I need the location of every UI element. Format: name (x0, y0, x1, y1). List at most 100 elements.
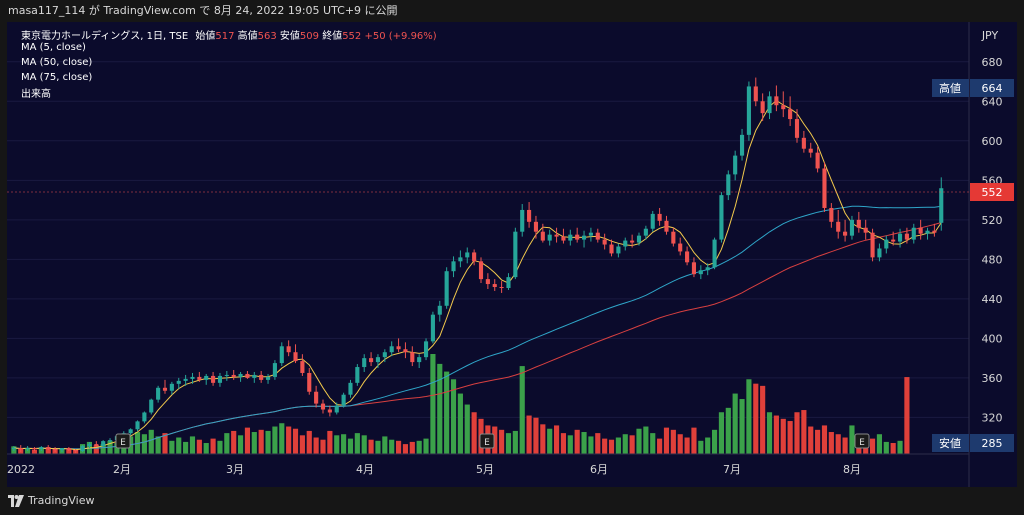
volume-bar (615, 437, 621, 454)
low-price-tag-label-bg (932, 434, 969, 452)
candle-body (135, 421, 140, 430)
y-tick-label: 680 (982, 56, 1003, 69)
volume-bar (560, 433, 567, 454)
candle-body (513, 231, 518, 278)
chart-area[interactable]: 320 360 400 440 480 520 560 600 640 680 JPY 高値 664 5… (7, 22, 1017, 487)
candle-body (217, 375, 223, 383)
volume-bar (897, 440, 903, 454)
candle-body (588, 232, 593, 236)
candle-body (403, 349, 408, 353)
legend-low-label: 安値 (279, 31, 300, 42)
candle-body (472, 252, 477, 262)
volume-bar (382, 436, 388, 454)
volume-bar (663, 427, 670, 454)
volume-bar (176, 437, 182, 454)
currency-label: JPY (981, 29, 999, 42)
candle-body (156, 387, 161, 400)
candle-body (739, 134, 745, 156)
volume-bar (203, 443, 209, 454)
candle-body (169, 383, 174, 391)
candle-body (705, 267, 710, 271)
candle-body (300, 361, 305, 373)
low-price-tag (970, 434, 1014, 452)
volume-bar (265, 430, 271, 454)
volume-bar (437, 363, 443, 454)
candle-body (815, 152, 820, 169)
candle-body (444, 271, 449, 306)
volume-bar (677, 434, 683, 454)
candle-body (458, 257, 463, 262)
volume-bar (718, 412, 725, 454)
y-tick-label: 320 (982, 411, 1003, 424)
publish-info: masa117_114 が TradingView.com で 8月 24, 2… (8, 4, 398, 17)
volume-bar (636, 428, 642, 454)
volume-bar (869, 438, 876, 454)
volume-bar (251, 432, 257, 454)
volume-bar (629, 435, 635, 454)
volume-bar (787, 421, 793, 454)
volume-bar (691, 427, 697, 454)
volume-bar (457, 393, 463, 454)
x-tick-label: 4月 (356, 463, 374, 476)
legend-volume[interactable]: 出来高 (21, 89, 51, 100)
legend-ma50[interactable]: MA (50, close) (21, 57, 93, 68)
legend-ma75[interactable]: MA (75, close) (21, 72, 93, 83)
candle-body (499, 287, 504, 289)
volume-bar (354, 433, 360, 454)
volume-bar (547, 428, 553, 454)
low-price-tag-value: 285 (982, 437, 1003, 450)
candle-body (691, 262, 697, 275)
candle-body (918, 227, 923, 234)
volume-bar (471, 412, 477, 454)
legend-high-value: 563 (257, 31, 277, 42)
volume-bar (196, 439, 202, 454)
candle-body (829, 207, 834, 222)
volume-bar (684, 437, 690, 454)
earnings-marker (854, 433, 870, 449)
candle-body (66, 448, 71, 451)
volume-bar (602, 438, 608, 454)
candle-body (733, 155, 738, 175)
candle-body (272, 363, 277, 377)
volume-bar (347, 438, 354, 454)
legend-ma5[interactable]: MA (5, close) (21, 42, 86, 53)
candle-body (698, 270, 703, 275)
legend-symbol-line: 東京電力ホールディングス, 1日, TSE 始値517 高値563 安値509 … (21, 27, 437, 42)
candle-body (53, 449, 58, 451)
y-tick-label: 440 (982, 293, 1003, 306)
volume-bar (890, 443, 896, 454)
volume-bar (155, 436, 161, 454)
candle-body (355, 367, 360, 383)
volume-bar (553, 425, 560, 454)
earnings-marker-letter: E (859, 438, 865, 448)
candle-body (142, 412, 147, 422)
volume-bar (45, 447, 51, 454)
candle-body (643, 228, 648, 236)
candle-body (492, 284, 497, 288)
volume-bar (464, 404, 470, 454)
candle-body (197, 376, 202, 380)
candle-body (18, 448, 23, 450)
candle-body (478, 261, 484, 280)
candle-body (410, 352, 415, 363)
candle-body (575, 234, 580, 240)
legend-open-label: 始値 (195, 31, 216, 42)
volume-bar (760, 385, 766, 454)
legend-close-label: 終値 (322, 31, 343, 42)
candle-body (849, 219, 855, 236)
volume-bar (801, 410, 807, 454)
candle-body (767, 96, 772, 114)
footer-bar: TradingView (0, 487, 1024, 515)
tradingview-logo-icon (8, 495, 24, 507)
candle-body (231, 374, 236, 377)
high-price-tag (970, 79, 1014, 97)
volume-bar (698, 440, 704, 454)
volume-bar (828, 432, 834, 454)
candle-body (636, 235, 642, 243)
candle-body (561, 236, 566, 241)
volume-bar (581, 432, 587, 454)
candle-body (788, 109, 793, 120)
candle-body (369, 358, 374, 363)
tradingview-logo[interactable]: TradingView (8, 493, 98, 509)
